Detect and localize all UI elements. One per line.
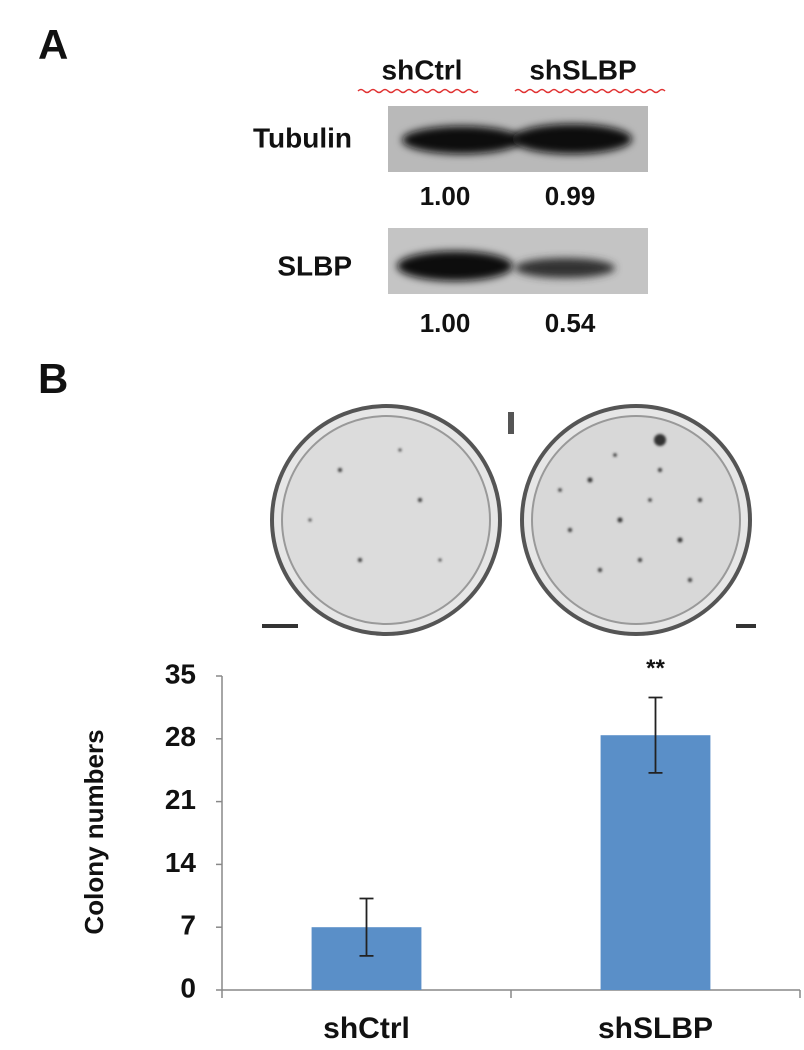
row-label: SLBP [277,250,352,281]
quant-label: 0.99 [545,181,596,211]
y-tick-label: 7 [180,910,196,941]
spell-underline [357,88,479,94]
error-bar [359,897,374,957]
error-bar [648,696,663,774]
row-label: Tubulin [253,122,352,153]
y-tick-label: 35 [165,658,196,689]
bar [600,735,711,990]
spell-underline [514,88,666,94]
significance-label: ** [646,655,665,682]
panel-label: B [38,355,68,402]
y-tick-label: 14 [165,847,197,878]
x-tick-label: shSLBP [598,1012,713,1045]
quant-label: 1.00 [420,181,471,211]
column-label: shCtrl [382,54,463,85]
y-axis-label: Colony numbers [79,729,109,934]
blot [388,228,648,294]
panel-label: A [38,21,68,68]
blot [388,106,648,172]
column-label: shSLBP [529,54,636,85]
quant-label: 1.00 [420,308,471,338]
bar-chart: Colony numbers 0 7 14 21 28 35 shCtrl shSLBP ** [79,655,801,1045]
y-tick-label: 28 [165,721,196,752]
x-tick-label: shCtrl [323,1012,410,1045]
y-tick-label: 0 [180,972,196,1003]
y-tick-label: 21 [165,784,196,815]
culture-plates [262,404,756,636]
quant-label: 0.54 [545,308,596,338]
